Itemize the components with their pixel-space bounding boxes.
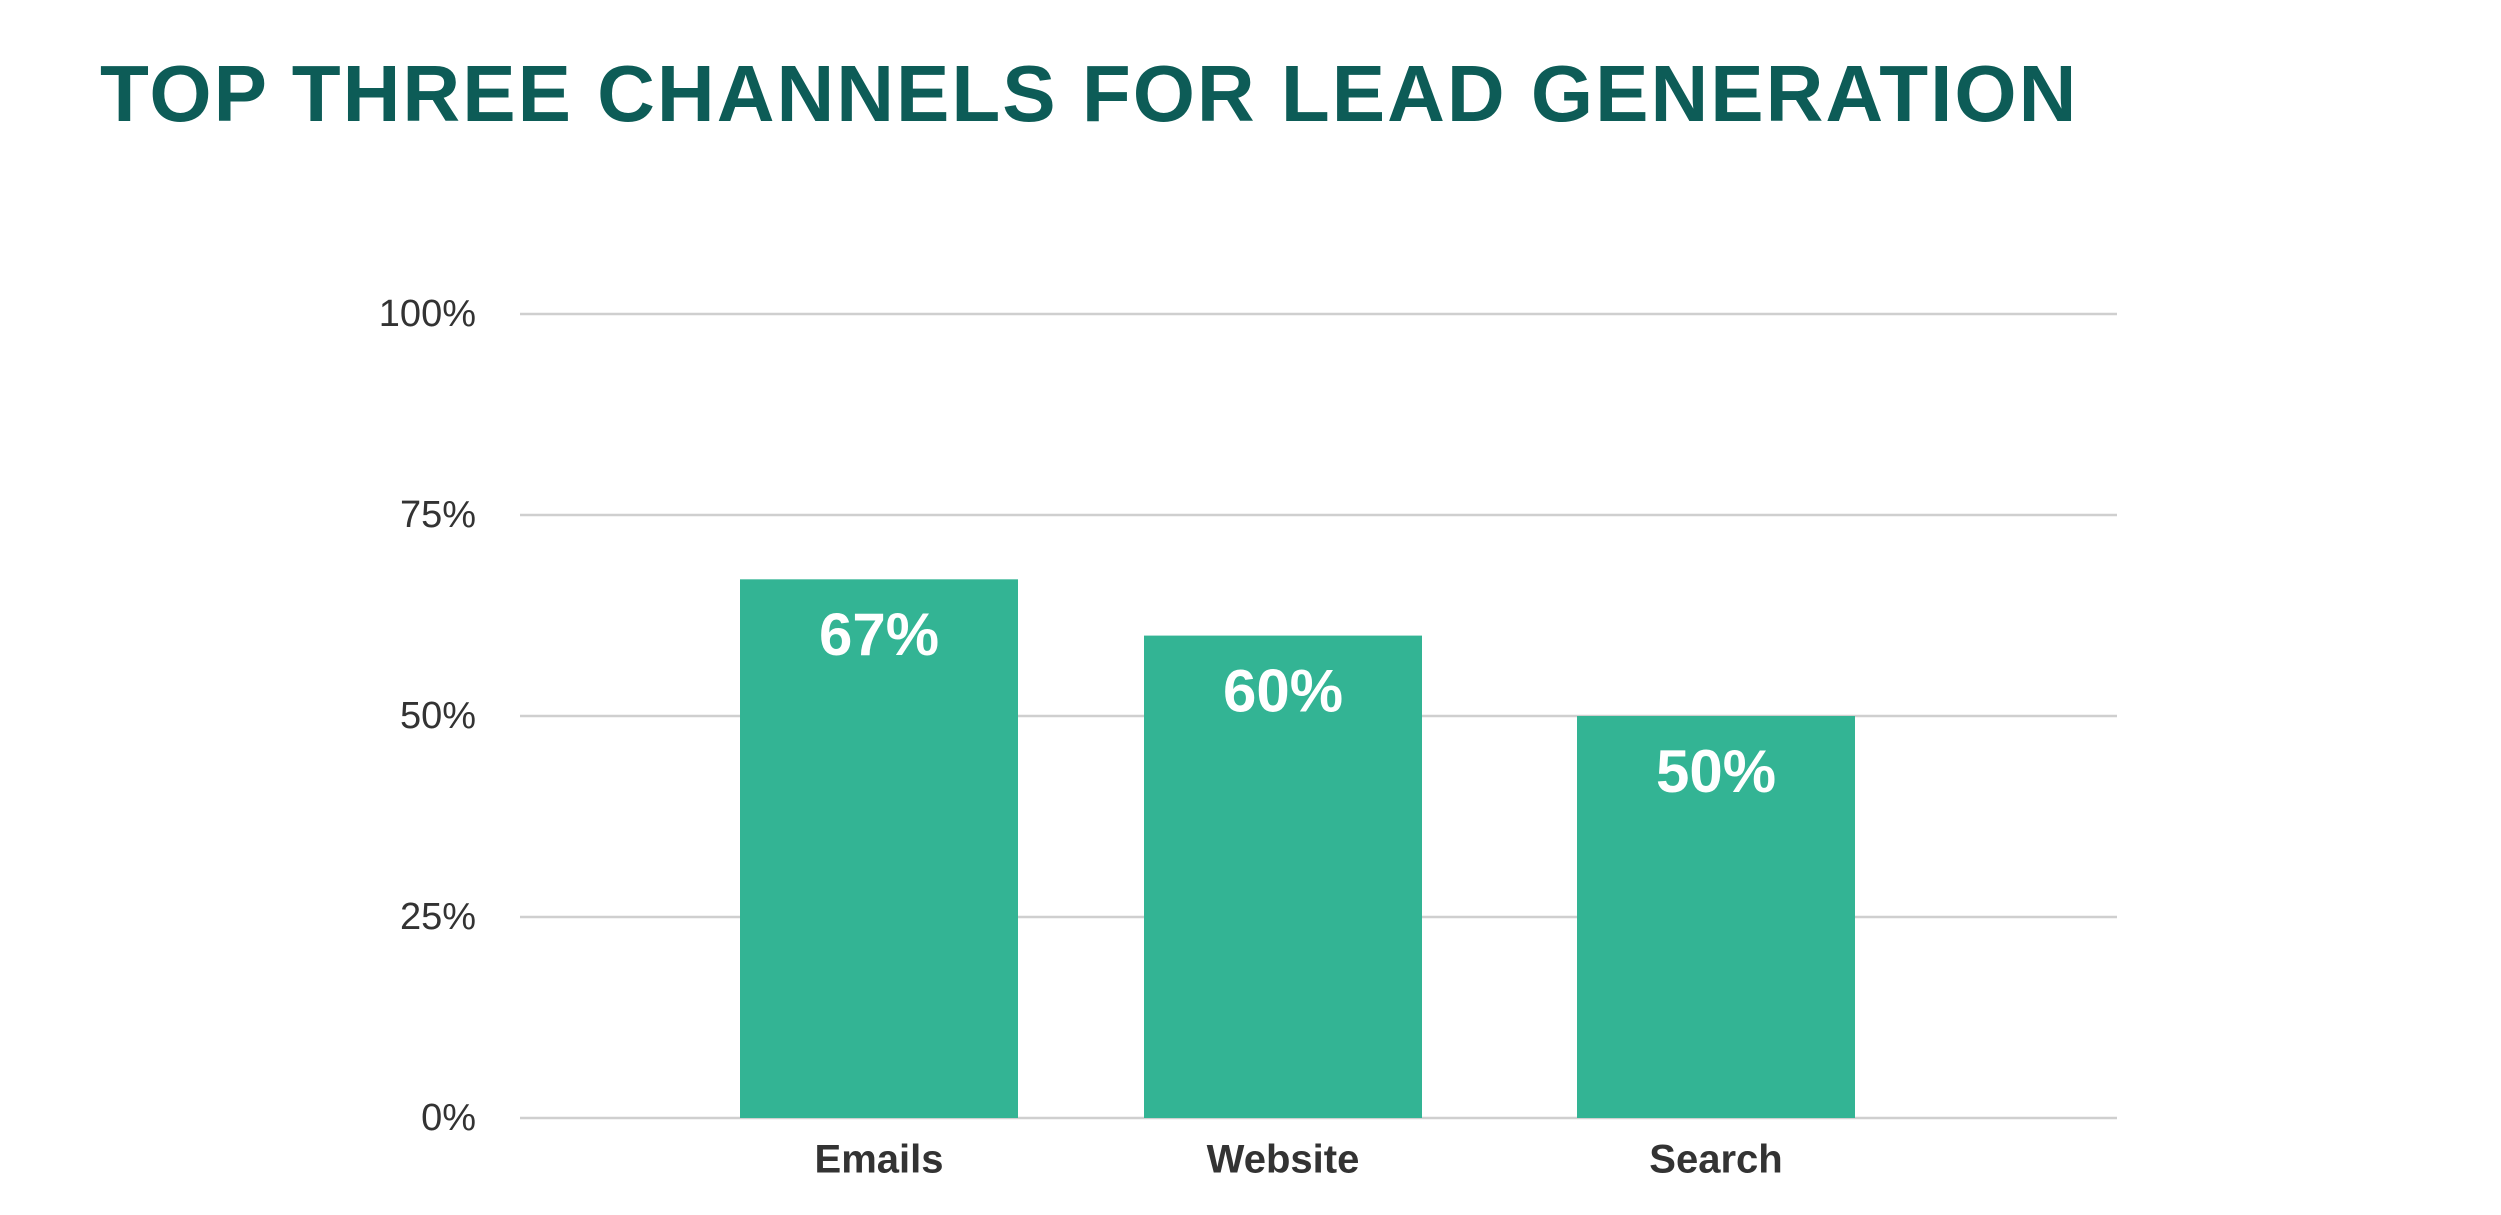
bar bbox=[740, 579, 1018, 1118]
value-label: 67% bbox=[819, 601, 939, 668]
x-tick-label: Website bbox=[1207, 1138, 1360, 1182]
value-label: 50% bbox=[1656, 738, 1776, 805]
chart-title: TOP THREE CHANNELS FOR LEAD GENERATION bbox=[100, 49, 2078, 138]
x-tick-label: Search bbox=[1649, 1138, 1782, 1182]
y-tick-label: 0% bbox=[421, 1097, 476, 1139]
value-label: 60% bbox=[1223, 657, 1343, 724]
y-tick-label: 25% bbox=[400, 896, 476, 938]
x-tick-label: Emails bbox=[815, 1138, 944, 1182]
y-tick-label: 50% bbox=[400, 695, 476, 737]
bar bbox=[1577, 716, 1855, 1118]
bar bbox=[1144, 635, 1422, 1118]
y-tick-label: 100% bbox=[379, 293, 476, 335]
y-tick-label: 75% bbox=[400, 494, 476, 536]
